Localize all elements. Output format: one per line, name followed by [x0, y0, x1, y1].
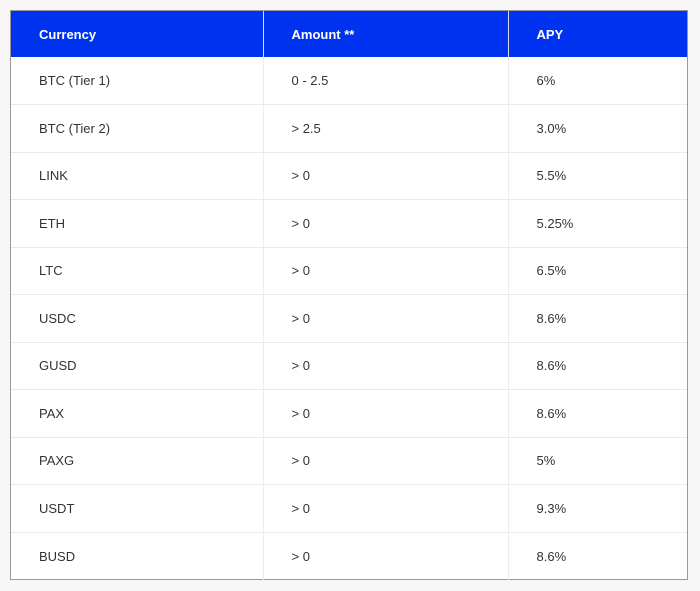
cell-currency: BTC (Tier 1) [11, 57, 264, 105]
cell-amount: > 0 [263, 341, 509, 390]
cell-apy: 6% [536, 73, 556, 88]
cell-currency: PAX [11, 389, 264, 437]
cell-amount: > 0 [263, 436, 509, 485]
table-header-row: Currency Amount ** APY [11, 11, 687, 57]
cell-amount: > 0 [263, 246, 509, 295]
cell-currency: BTC (Tier 2) [11, 104, 264, 152]
table-row: GUSD > 0 8.6% [11, 341, 687, 390]
cell-apy: 5.5% [508, 151, 687, 200]
column-header-apy: APY [508, 11, 687, 57]
cell-apy: 8.6% [508, 341, 687, 390]
cell-amount: > 0 [263, 199, 509, 247]
table-row: LINK > 0 5.5% [11, 151, 687, 200]
table-row: BTC (Tier 1) 0 - 2.5 6% [11, 57, 687, 105]
table-row: LTC > 0 6.5% [11, 246, 687, 295]
cell-apy: 5.25% [508, 199, 687, 247]
cell-apy: 3.0% [508, 104, 687, 152]
cell-amount: > 0 [263, 484, 509, 532]
cell-currency: ETH [11, 199, 264, 247]
rates-table-container: Currency Amount ** APY BTC (Tier 1) 0 - … [10, 10, 688, 580]
cell-currency: LTC [11, 246, 264, 295]
cell-amount: 0 - 2.5 [263, 57, 509, 105]
table-row: USDT > 0 9.3% [11, 484, 687, 532]
cell-apy: 9.3% [508, 484, 687, 532]
cell-currency: LINK [11, 151, 264, 200]
table-row: PAX > 0 8.6% [11, 389, 687, 437]
table-row: BTC (Tier 2) > 2.5 3.0% [11, 104, 687, 152]
cell-currency: USDT [11, 484, 264, 532]
cell-currency: GUSD [11, 341, 264, 390]
table-row: BUSD > 0 8.6% [11, 531, 687, 580]
cell-amount: > 2.5 [263, 104, 509, 152]
cell-apy: 5% [508, 436, 687, 485]
cell-currency: BUSD [11, 531, 264, 580]
column-header-currency: Currency [11, 11, 264, 57]
table-row: USDC > 0 8.6% [11, 294, 687, 342]
cell-amount: > 0 [263, 389, 509, 437]
cell-amount: > 0 [263, 531, 509, 580]
cell-apy: 6.5% [508, 246, 687, 295]
interest-rates-table: Currency Amount ** APY BTC (Tier 1) 0 - … [11, 11, 687, 580]
cell-currency: USDC [11, 294, 264, 342]
cell-amount: > 0 [263, 151, 509, 200]
table-row: ETH > 0 5.25% [11, 199, 687, 247]
cell-apy: 8.6% [508, 531, 687, 580]
cell-apy: 8.6% [508, 389, 687, 437]
column-header-amount: Amount ** [263, 11, 509, 57]
table-row: PAXG > 0 5% [11, 436, 687, 485]
cell-amount: > 0 [263, 294, 509, 342]
cell-apy: 8.6% [508, 294, 687, 342]
cell-currency: PAXG [11, 436, 264, 485]
